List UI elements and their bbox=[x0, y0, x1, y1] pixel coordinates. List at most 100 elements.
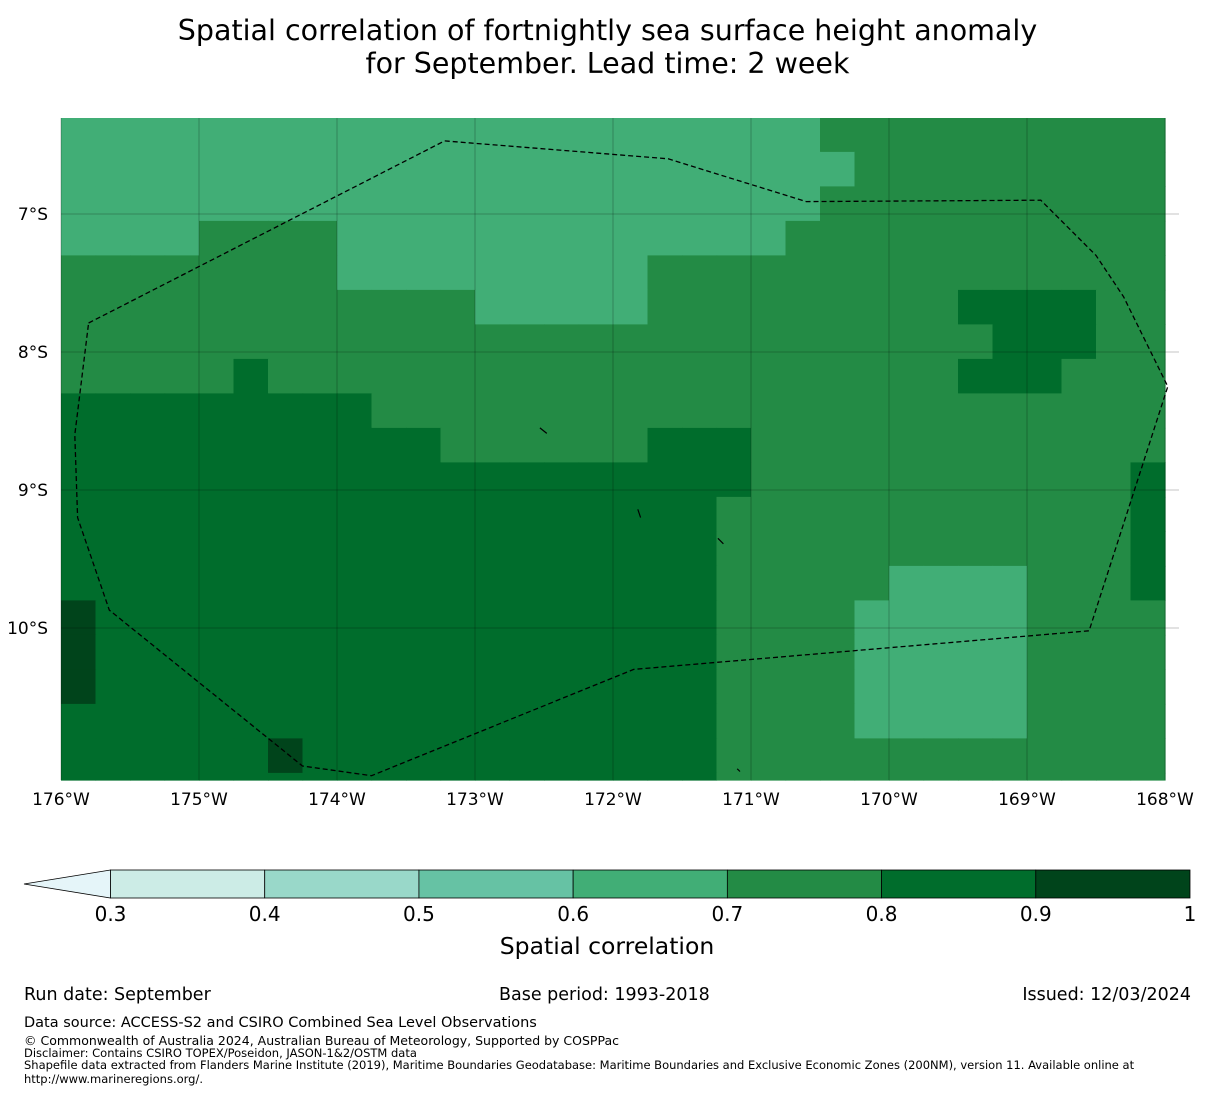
heatmap-cell bbox=[820, 427, 856, 463]
heatmap-cell bbox=[406, 496, 442, 532]
heatmap-cell bbox=[1096, 186, 1132, 222]
x-tick-label: 176°W bbox=[32, 790, 90, 810]
heatmap-cell bbox=[785, 289, 821, 325]
heatmap-cell bbox=[1130, 600, 1166, 636]
heatmap-cell bbox=[751, 703, 787, 739]
heatmap-cell bbox=[61, 531, 97, 567]
heatmap-cell bbox=[992, 703, 1028, 739]
heatmap-cell bbox=[233, 669, 269, 705]
heatmap-cell bbox=[1027, 565, 1063, 601]
heatmap-cell bbox=[1096, 634, 1132, 670]
heatmap-cell bbox=[854, 496, 890, 532]
heatmap-cell bbox=[164, 772, 200, 781]
heatmap-cell bbox=[61, 220, 97, 256]
heatmap-cell bbox=[1096, 255, 1132, 291]
heatmap-cell bbox=[371, 289, 407, 325]
heatmap-cell bbox=[958, 565, 994, 601]
heatmap-cell bbox=[337, 324, 373, 360]
disclaimer: Disclaimer: Contains CSIRO TOPEX/Poseido… bbox=[24, 1046, 417, 1060]
heatmap-cell bbox=[302, 703, 338, 739]
heatmap-cell bbox=[233, 358, 269, 394]
heatmap-cell bbox=[716, 220, 752, 256]
heatmap-cell bbox=[475, 427, 511, 463]
heatmap-cell bbox=[268, 565, 304, 601]
heatmap-cell bbox=[992, 186, 1028, 222]
heatmap-cell bbox=[751, 565, 787, 601]
colorbar-label: Spatial correlation bbox=[500, 932, 714, 960]
heatmap-cell bbox=[578, 151, 614, 187]
heatmap-cell bbox=[371, 703, 407, 739]
heatmap-cell bbox=[854, 531, 890, 567]
heatmap-cell bbox=[613, 496, 649, 532]
heatmap-cell bbox=[440, 634, 476, 670]
heatmap-cell bbox=[854, 118, 890, 153]
heatmap-cell bbox=[992, 324, 1028, 360]
heatmap-cell bbox=[164, 220, 200, 256]
heatmap-cell bbox=[923, 255, 959, 291]
heatmap-cell bbox=[751, 393, 787, 429]
heatmap-cell bbox=[475, 186, 511, 222]
colorbar-tick-label: 0.9 bbox=[1020, 902, 1052, 926]
heatmap-cell bbox=[682, 565, 718, 601]
heatmap-cell bbox=[785, 255, 821, 291]
heatmap-cell bbox=[130, 324, 166, 360]
heatmap-cell bbox=[889, 634, 925, 670]
heatmap-cell bbox=[509, 531, 545, 567]
heatmap-cell bbox=[992, 393, 1028, 429]
shapefile-url: http://www.marineregions.org/. bbox=[24, 1072, 203, 1086]
heatmap-cell bbox=[268, 634, 304, 670]
heatmap-cell bbox=[440, 669, 476, 705]
heatmap-cell bbox=[509, 255, 545, 291]
heatmap-cell bbox=[164, 462, 200, 498]
heatmap-cell bbox=[95, 772, 131, 781]
heatmap-cell bbox=[233, 393, 269, 429]
heatmap-cell bbox=[889, 324, 925, 360]
heatmap-cell bbox=[371, 496, 407, 532]
heatmap-cell bbox=[716, 427, 752, 463]
heatmap-cell bbox=[371, 220, 407, 256]
colorbar-bin bbox=[418, 869, 574, 899]
heatmap-cell bbox=[95, 324, 131, 360]
heatmap-cell bbox=[544, 496, 580, 532]
heatmap-cell bbox=[751, 427, 787, 463]
heatmap-cell bbox=[958, 220, 994, 256]
heatmap-cell bbox=[337, 565, 373, 601]
heatmap-cell bbox=[682, 151, 718, 187]
heatmap-cell bbox=[61, 324, 97, 360]
heatmap-cell bbox=[199, 427, 235, 463]
heatmap-cell bbox=[164, 600, 200, 636]
heatmap-cell bbox=[337, 151, 373, 187]
heatmap-cell bbox=[751, 324, 787, 360]
colorbar-bin bbox=[1035, 869, 1191, 899]
heatmap-cell bbox=[61, 703, 97, 739]
heatmap-cell bbox=[854, 255, 890, 291]
heatmap-cell bbox=[785, 634, 821, 670]
heatmap-cell bbox=[440, 118, 476, 153]
heatmap-cell bbox=[785, 118, 821, 153]
heatmap-cell bbox=[716, 324, 752, 360]
heatmap-cell bbox=[682, 324, 718, 360]
heatmap-cell bbox=[544, 220, 580, 256]
heatmap-cell bbox=[992, 738, 1028, 774]
heatmap-cell bbox=[1130, 496, 1166, 532]
heatmap-cell bbox=[682, 220, 718, 256]
heatmap-cell bbox=[1061, 669, 1097, 705]
heatmap-cell bbox=[164, 738, 200, 774]
heatmap-cell bbox=[751, 669, 787, 705]
heatmap-cell bbox=[1096, 393, 1132, 429]
colorbar: 0.3 0.4 0.5 0.6 0.7 0.8 0.9 1 Spatial correlatio… bbox=[23, 869, 1196, 960]
heatmap-cell bbox=[992, 565, 1028, 601]
heatmap-cell bbox=[199, 220, 235, 256]
heatmap-cell bbox=[302, 358, 338, 394]
heatmap-cell bbox=[475, 220, 511, 256]
heatmap-cell bbox=[1027, 531, 1063, 567]
shapefile-credit: Shapefile data extracted from Flanders M… bbox=[24, 1058, 1135, 1072]
heatmap-cell bbox=[820, 565, 856, 601]
x-axis-ticks: 176°W 175°W 174°W 173°W 172°W 171°W 170°W 169°W… bbox=[32, 790, 1194, 810]
heatmap-cell bbox=[716, 151, 752, 187]
heatmap-cell bbox=[544, 186, 580, 222]
heatmap-cell bbox=[854, 220, 890, 256]
heatmap-cell bbox=[199, 186, 235, 222]
heatmap-cell bbox=[199, 324, 235, 360]
heatmap-cell bbox=[958, 772, 994, 781]
